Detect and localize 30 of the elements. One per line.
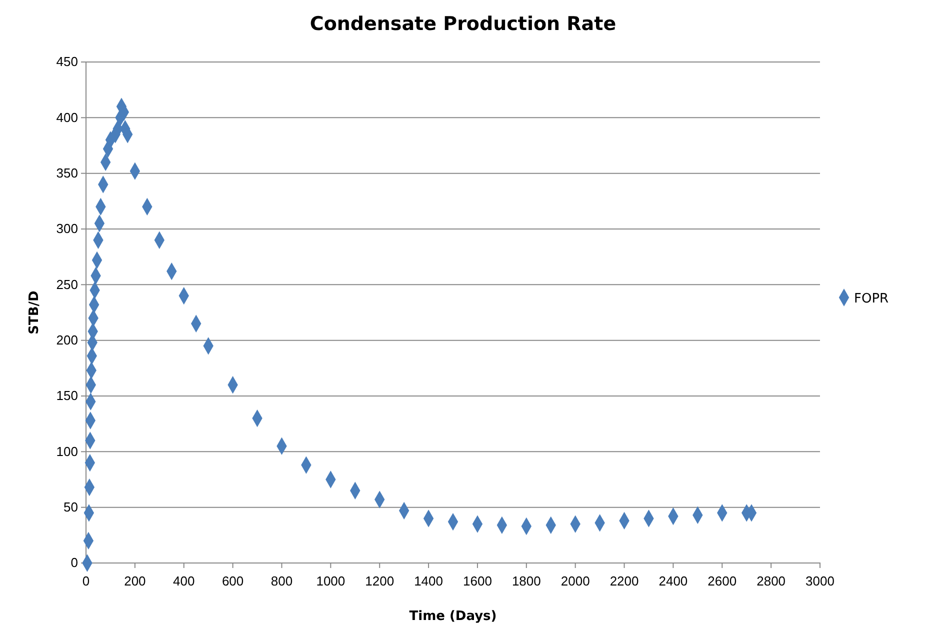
x-tick-label: 2800 [756,573,786,588]
x-tick-label: 1600 [463,573,492,588]
x-tick-label: 800 [270,573,293,588]
y-tick-label: 400 [56,110,78,125]
y-tick-label: 450 [56,54,78,70]
y-tick-label: 200 [56,332,78,348]
y-axis-title: STB/D [27,290,42,334]
x-tick-label: 600 [222,573,244,588]
x-tick-label: 1000 [316,573,346,588]
y-tick-label: 0 [70,555,78,570]
y-tick-label: 150 [56,388,78,404]
x-tick-label: 1400 [414,573,443,588]
x-tick-label: 2000 [560,573,590,588]
y-tick-label: 250 [56,276,78,292]
legend-label: FOPR [854,292,889,306]
y-tick-label: 100 [56,444,78,459]
chart-title: Condensate Production Rate [310,13,616,35]
x-tick-label: 1200 [365,573,394,588]
x-tick-label: 400 [173,573,195,588]
y-tick-label: 50 [64,499,78,514]
x-axis-title: Time (Days) [409,609,497,624]
x-tick-label: 2200 [610,573,639,588]
y-tick-label: 350 [56,165,78,180]
x-tick-label: 200 [124,573,146,588]
x-tick-label: 2600 [708,573,737,588]
x-tick-label: 1800 [512,573,541,588]
x-tick-label: 3000 [806,573,834,588]
y-tick-label: 300 [56,221,78,236]
x-tick-label: 2400 [658,573,688,588]
x-tick-label: 0 [82,573,90,588]
